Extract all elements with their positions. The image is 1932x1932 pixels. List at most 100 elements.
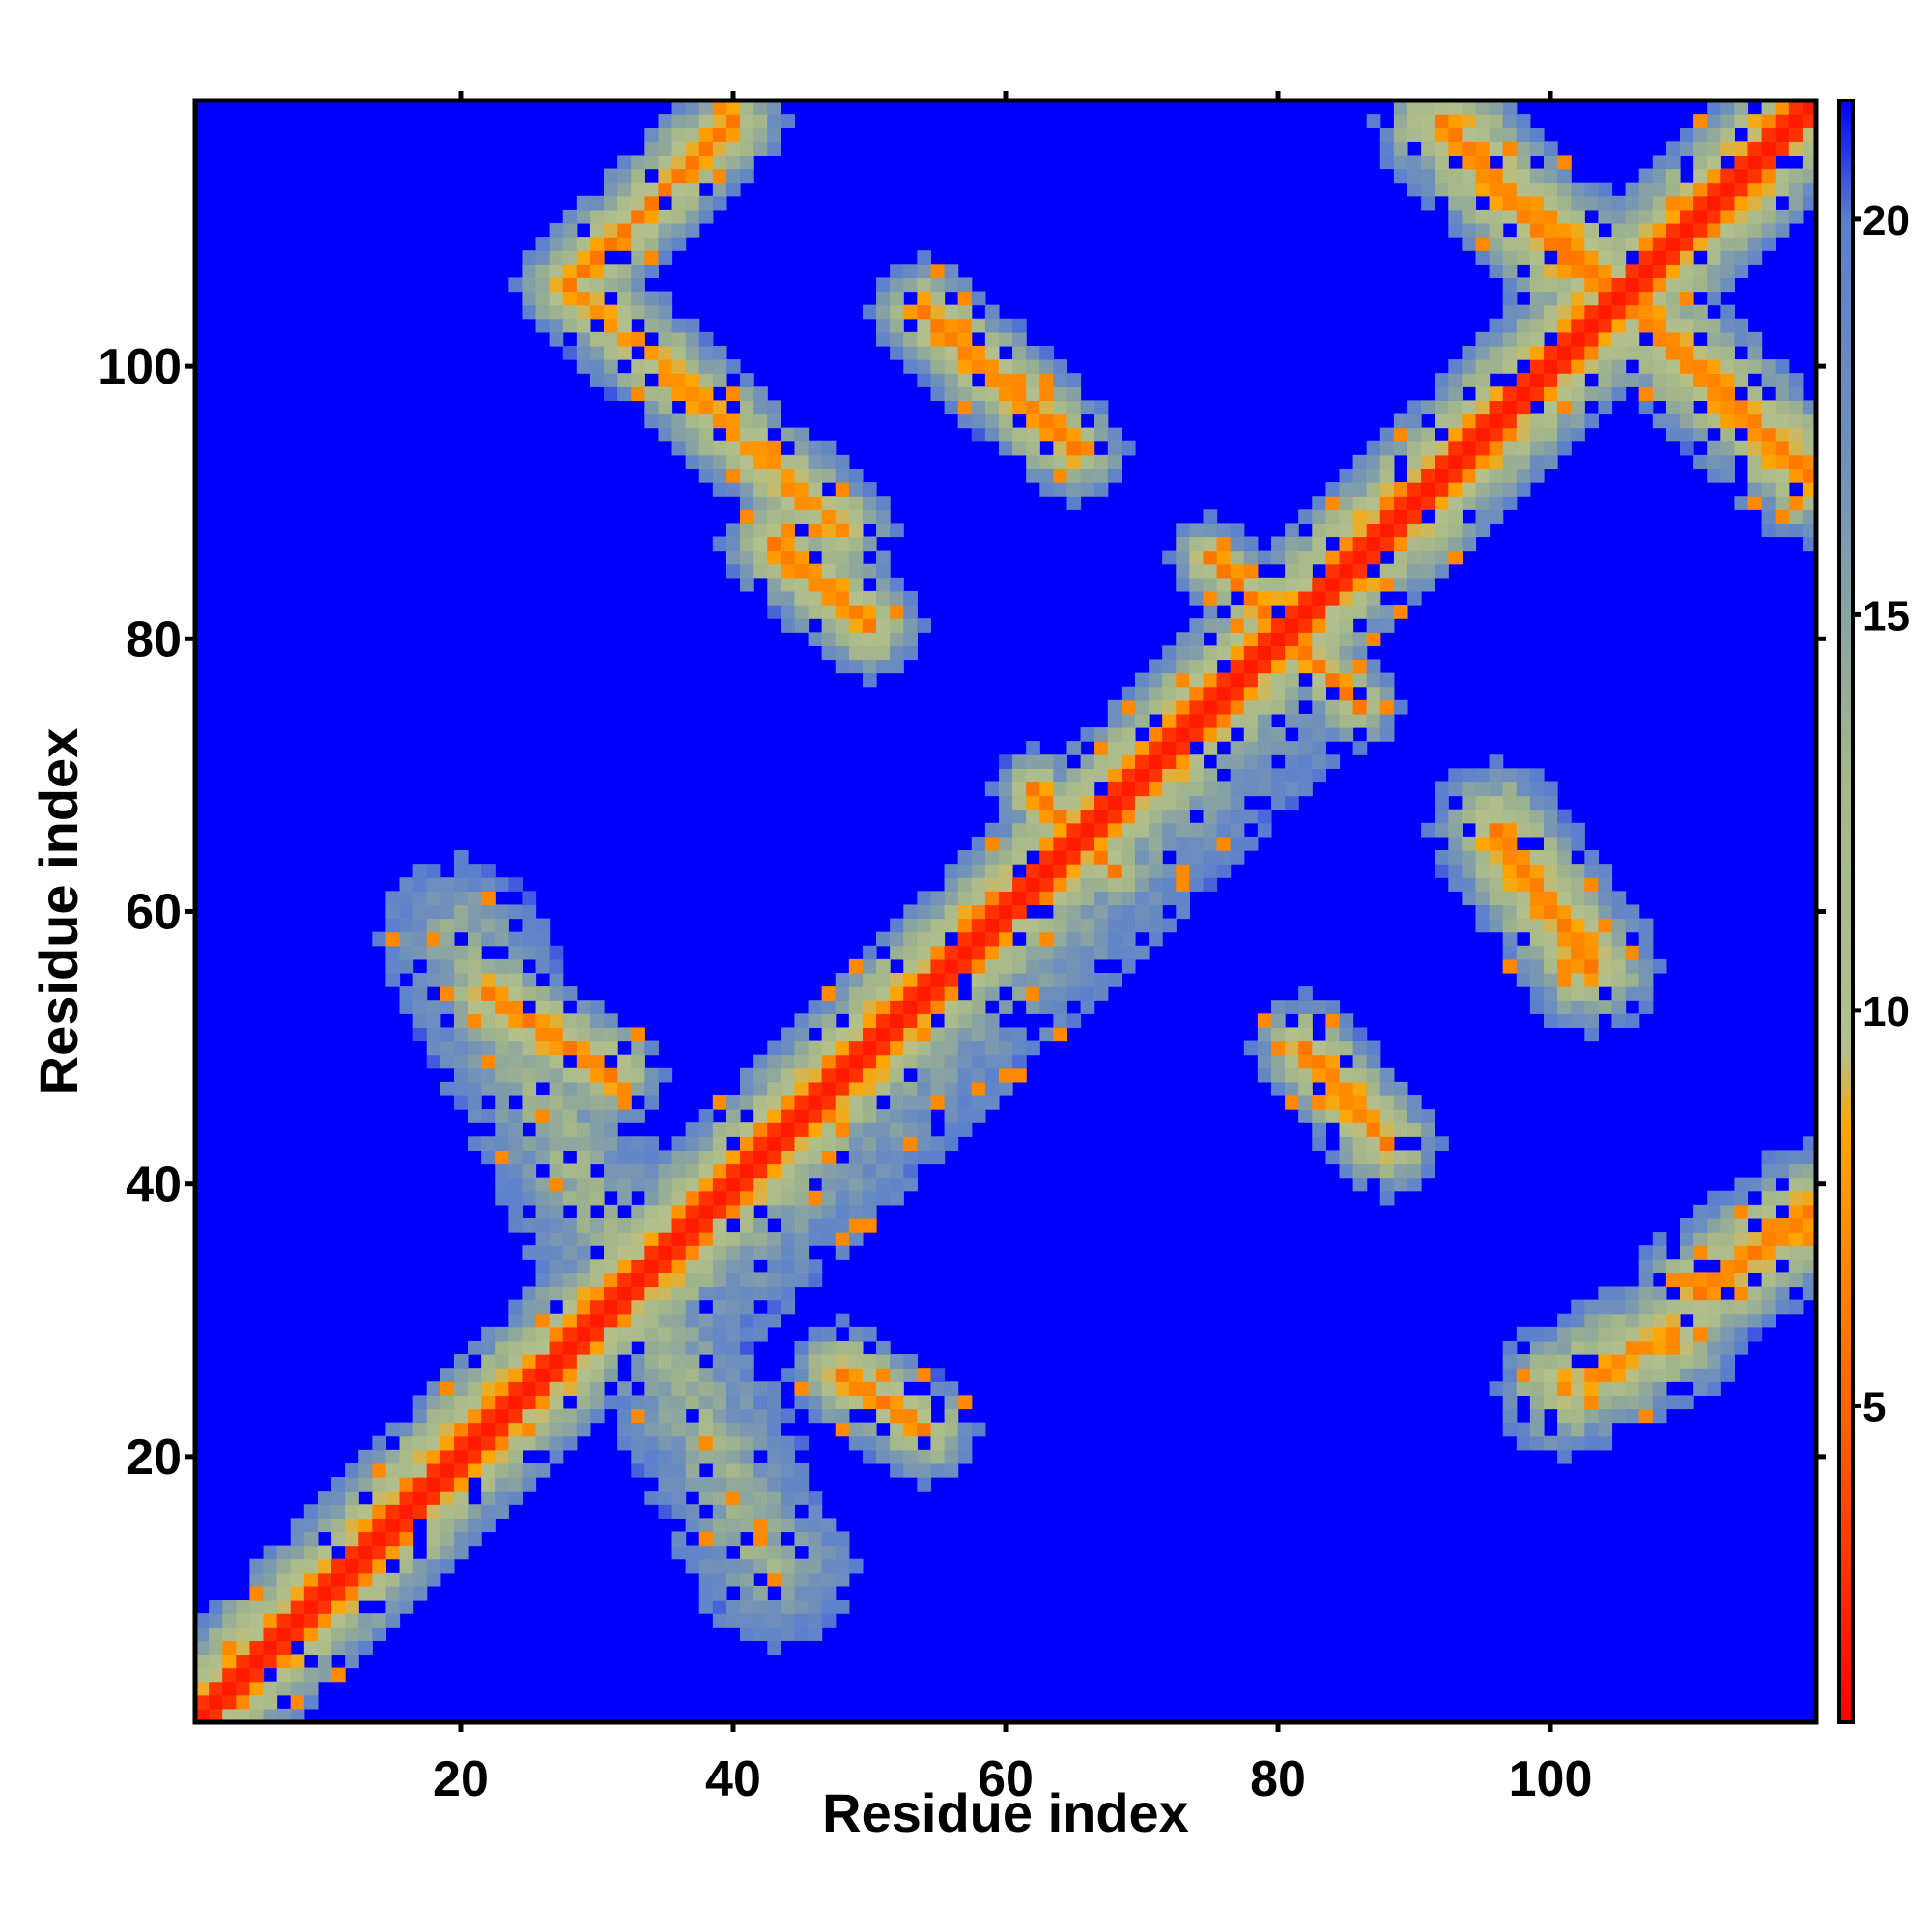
heatmap-cell: [1571, 413, 1585, 429]
heatmap-cell: [481, 1013, 496, 1029]
heatmap-cell: [1502, 809, 1518, 824]
heatmap-cell: [562, 1435, 578, 1451]
heatmap-cell: [957, 331, 973, 347]
heatmap-cell: [1339, 645, 1354, 661]
heatmap-cell: [1435, 781, 1449, 797]
heatmap-cell: [698, 1259, 714, 1273]
heatmap-cell: [1761, 209, 1776, 224]
heatmap-cell: [957, 891, 973, 906]
heatmap-cell: [1775, 1190, 1790, 1206]
heatmap-cell: [1734, 1259, 1749, 1273]
heatmap-cell: [1285, 741, 1299, 755]
heatmap-cell: [644, 1136, 660, 1151]
heatmap-cell: [740, 1422, 754, 1437]
heatmap-cell: [1516, 222, 1531, 238]
heatmap-cell: [685, 195, 700, 211]
heatmap-cell: [644, 1245, 660, 1260]
heatmap-cell: [917, 958, 932, 974]
heatmap-cell: [1543, 918, 1558, 933]
heatmap-cell: [1298, 605, 1313, 619]
heatmap-cell: [835, 605, 850, 619]
heatmap-cell: [808, 1326, 823, 1342]
heatmap-cell: [1475, 809, 1491, 824]
heatmap-cell: [1611, 331, 1627, 347]
heatmap-cell: [658, 155, 673, 170]
heatmap-cell: [522, 1163, 537, 1179]
heatmap-cell: [1080, 440, 1095, 456]
heatmap-cell: [631, 168, 645, 184]
heatmap-cell: [685, 1326, 700, 1342]
heatmap-cell: [1026, 958, 1040, 974]
heatmap-cell: [971, 1040, 986, 1056]
heatmap-cell: [495, 1177, 509, 1192]
heatmap-cell: [698, 1177, 714, 1192]
heatmap-cell: [589, 1340, 605, 1355]
heatmap-cell: [508, 1408, 524, 1424]
heatmap-cell: [767, 141, 781, 156]
heatmap-cell: [453, 1054, 469, 1069]
heatmap-cell: [658, 1435, 673, 1451]
heatmap-cell: [862, 1150, 877, 1165]
heatmap-cell: [426, 1381, 441, 1396]
heatmap-cell: [345, 1640, 359, 1656]
heatmap-cell: [508, 1136, 524, 1151]
heatmap-cell: [753, 454, 768, 469]
heatmap-cell: [644, 1163, 660, 1179]
heatmap-cell: [835, 1177, 850, 1192]
heatmap-cell: [1707, 345, 1721, 360]
heatmap-cell: [1502, 918, 1518, 933]
heatmap-cell: [468, 877, 482, 892]
heatmap-cell: [794, 1531, 810, 1547]
heatmap-cell: [671, 1150, 687, 1165]
heatmap-cell: [549, 1150, 564, 1165]
heatmap-cell: [358, 1613, 373, 1628]
heatmap-cell: [481, 1340, 496, 1355]
heatmap-cell: [890, 1163, 904, 1179]
heatmap-cell: [698, 141, 714, 156]
x-tick-label: 80: [1250, 1751, 1306, 1807]
heatmap-cell: [589, 1109, 605, 1123]
heatmap-cell: [808, 1627, 823, 1641]
heatmap-cell: [808, 454, 823, 469]
heatmap-cell: [1053, 386, 1068, 401]
heatmap-cell: [617, 1299, 632, 1315]
heatmap-cell: [1598, 264, 1613, 279]
heatmap-cell: [848, 482, 864, 497]
heatmap-cell: [222, 1613, 237, 1628]
heatmap-cell: [890, 331, 904, 347]
heatmap-cell: [249, 1708, 265, 1723]
heatmap-cell: [821, 523, 837, 538]
heatmap-cell: [1761, 1232, 1776, 1246]
heatmap-cell: [1270, 699, 1286, 715]
heatmap-cell: [631, 1408, 645, 1424]
heatmap-cell: [1053, 877, 1068, 892]
heatmap-cell: [1203, 509, 1218, 524]
heatmap-cell: [1298, 781, 1313, 797]
heatmap-cell: [236, 1627, 250, 1641]
heatmap-cell: [1747, 182, 1763, 197]
heatmap-cell: [631, 1272, 645, 1288]
heatmap-cell: [249, 1600, 265, 1614]
heatmap-cell: [617, 1259, 632, 1273]
heatmap-cell: [1134, 713, 1150, 728]
heatmap-cell: [1734, 318, 1749, 333]
heatmap-cell: [1149, 918, 1163, 933]
heatmap-cell: [1012, 440, 1027, 456]
heatmap-cell: [1080, 768, 1095, 783]
heatmap-cell: [1448, 781, 1463, 797]
heatmap-cell: [821, 618, 837, 633]
heatmap-cell: [1298, 754, 1313, 769]
heatmap-cell: [508, 945, 524, 960]
heatmap-cell: [453, 864, 469, 878]
heatmap-cell: [358, 1640, 373, 1656]
heatmap-cell: [1066, 986, 1082, 1001]
heatmap-cell: [1475, 468, 1491, 483]
heatmap-cell: [930, 264, 946, 279]
heatmap-cell: [753, 141, 768, 156]
heatmap-cell: [1571, 373, 1585, 387]
heatmap-cell: [1448, 413, 1463, 429]
heatmap-cell: [399, 1572, 414, 1587]
heatmap-cell: [562, 318, 578, 333]
heatmap-cell: [1216, 523, 1232, 538]
heatmap-cell: [1406, 536, 1422, 552]
